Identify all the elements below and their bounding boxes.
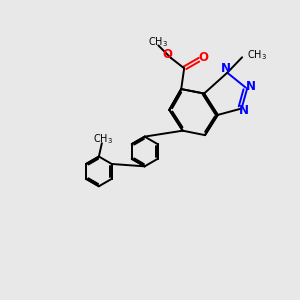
Text: O: O xyxy=(163,48,173,62)
Text: N: N xyxy=(221,62,231,75)
Text: CH$_3$: CH$_3$ xyxy=(93,133,113,146)
Text: CH$_3$: CH$_3$ xyxy=(247,48,267,62)
Text: CH$_3$: CH$_3$ xyxy=(148,35,168,49)
Text: N: N xyxy=(239,104,249,117)
Text: N: N xyxy=(246,80,256,94)
Text: O: O xyxy=(199,51,208,64)
